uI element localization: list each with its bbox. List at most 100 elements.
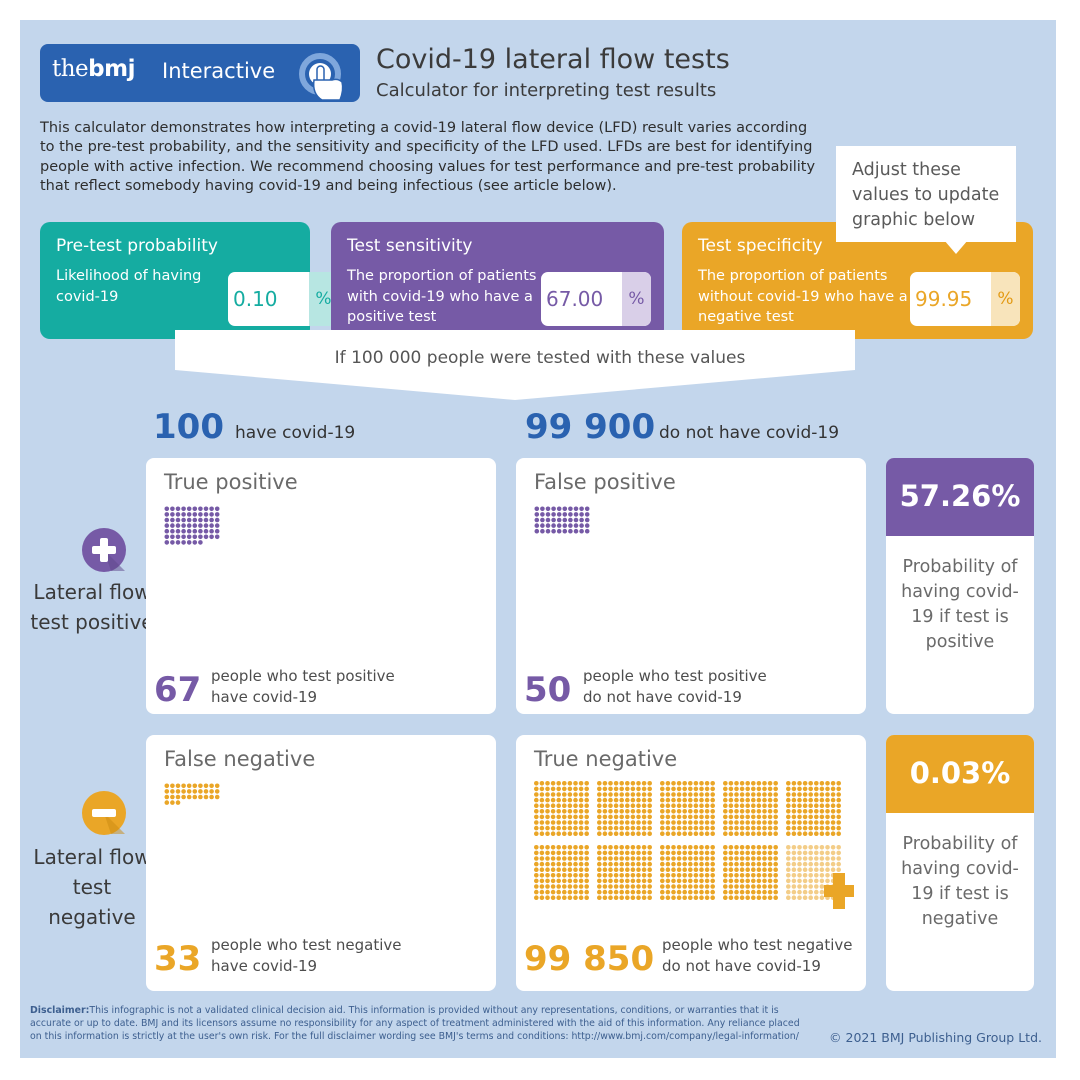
person-dot: [198, 506, 203, 512]
person-dot: [660, 845, 665, 850]
person-dot: [619, 809, 624, 814]
person-dot: [723, 867, 728, 872]
person-dot: [647, 820, 652, 825]
person-dot: [723, 814, 728, 820]
person-dot: [802, 792, 808, 797]
person-dot: [665, 878, 671, 884]
person-dot: [676, 856, 682, 861]
person-dot: [734, 867, 739, 872]
false-positive-card: False positive 50 people who test positi…: [516, 458, 866, 714]
person-dot: [636, 878, 641, 884]
person-dot: [647, 814, 652, 820]
specificity-value[interactable]: 99.95: [915, 287, 973, 311]
adjust-values-callout: Adjust these values to update graphic be…: [836, 146, 1016, 242]
bmj-interactive-logo[interactable]: thebmj Interactive: [40, 44, 360, 102]
person-dot: [539, 878, 545, 884]
person-dot: [808, 797, 813, 803]
person-dot: [665, 856, 671, 861]
pretest-title: Pre-test probability: [56, 236, 218, 256]
person-dot: [773, 825, 778, 831]
person-dot: [630, 803, 636, 808]
person-dot: [568, 517, 573, 523]
person-dot: [556, 889, 561, 895]
person-dot: [636, 797, 641, 803]
person-dot: [562, 861, 567, 867]
person-dot: [209, 523, 214, 528]
person-dot: [641, 856, 647, 861]
person-dot: [751, 803, 756, 808]
person-dot: [767, 878, 773, 884]
person-dot: [660, 825, 665, 831]
person-dot: [786, 786, 791, 792]
person-dot: [567, 861, 573, 867]
person-dot: [556, 820, 561, 825]
person-dot: [597, 786, 602, 792]
person-dot: [562, 506, 568, 512]
person-dot: [762, 786, 767, 792]
person-dot: [710, 878, 715, 884]
sensitivity-value[interactable]: 67.00: [546, 287, 604, 311]
person-dot: [693, 856, 699, 861]
person-dot: [808, 884, 813, 889]
person-dot: [797, 895, 802, 900]
person-dot: [751, 809, 756, 814]
person-dot: [802, 797, 808, 803]
person-dot: [597, 873, 602, 878]
person-dot: [814, 814, 819, 820]
person-dot: [830, 831, 836, 836]
person-dot: [209, 789, 214, 794]
person-dot: [808, 786, 813, 792]
person-dot: [539, 781, 545, 786]
person-dot: [739, 786, 745, 792]
pretest-value[interactable]: 0.10: [233, 287, 278, 311]
person-dot: [545, 523, 551, 528]
person-dot: [545, 506, 551, 512]
person-dot: [762, 814, 767, 820]
person-dot: [836, 867, 841, 872]
specificity-input[interactable]: 99.95 %: [910, 272, 1020, 326]
person-dot: [802, 878, 808, 884]
person-dot: [665, 809, 671, 814]
interactive-label: Interactive: [162, 59, 276, 83]
person-dot: [625, 781, 630, 786]
person-dot: [625, 878, 630, 884]
person-dot: [791, 792, 797, 797]
person-dot: [808, 889, 813, 895]
person-dot: [608, 845, 613, 850]
person-dot: [814, 867, 819, 872]
person-dot: [625, 820, 630, 825]
person-dot: [814, 850, 819, 856]
person-dot: [608, 861, 613, 867]
person-dot: [613, 797, 619, 803]
person-dot: [584, 873, 589, 878]
person-dot: [660, 861, 665, 867]
person-dot: [584, 884, 589, 889]
person-dot: [636, 781, 641, 786]
sensitivity-description: The proportion of patients with covid-19…: [347, 268, 537, 325]
person-dot: [671, 825, 676, 831]
person-dot: [745, 820, 750, 825]
pretest-input[interactable]: 0.10 %: [228, 272, 338, 326]
sensitivity-input[interactable]: 67.00 %: [541, 272, 651, 326]
person-dot: [734, 850, 739, 856]
person-dot: [767, 889, 773, 895]
person-dot: [676, 873, 682, 878]
person-dot: [756, 884, 762, 889]
person-dot: [819, 825, 825, 831]
person-dot: [567, 825, 573, 831]
person-dot: [756, 873, 762, 878]
person-dot: [751, 867, 756, 872]
person-dot: [756, 831, 762, 836]
person-dot: [676, 867, 682, 872]
person-dot: [808, 803, 813, 808]
person-dot: [214, 783, 220, 789]
person-dot: [773, 831, 778, 836]
person-dot: [745, 856, 750, 861]
person-dot: [573, 809, 578, 814]
person-dot: [786, 792, 791, 797]
true-negative-block: [723, 781, 778, 836]
person-dot: [762, 825, 767, 831]
person-dot: [602, 786, 608, 792]
person-dot: [676, 845, 682, 850]
person-dot: [676, 831, 682, 836]
